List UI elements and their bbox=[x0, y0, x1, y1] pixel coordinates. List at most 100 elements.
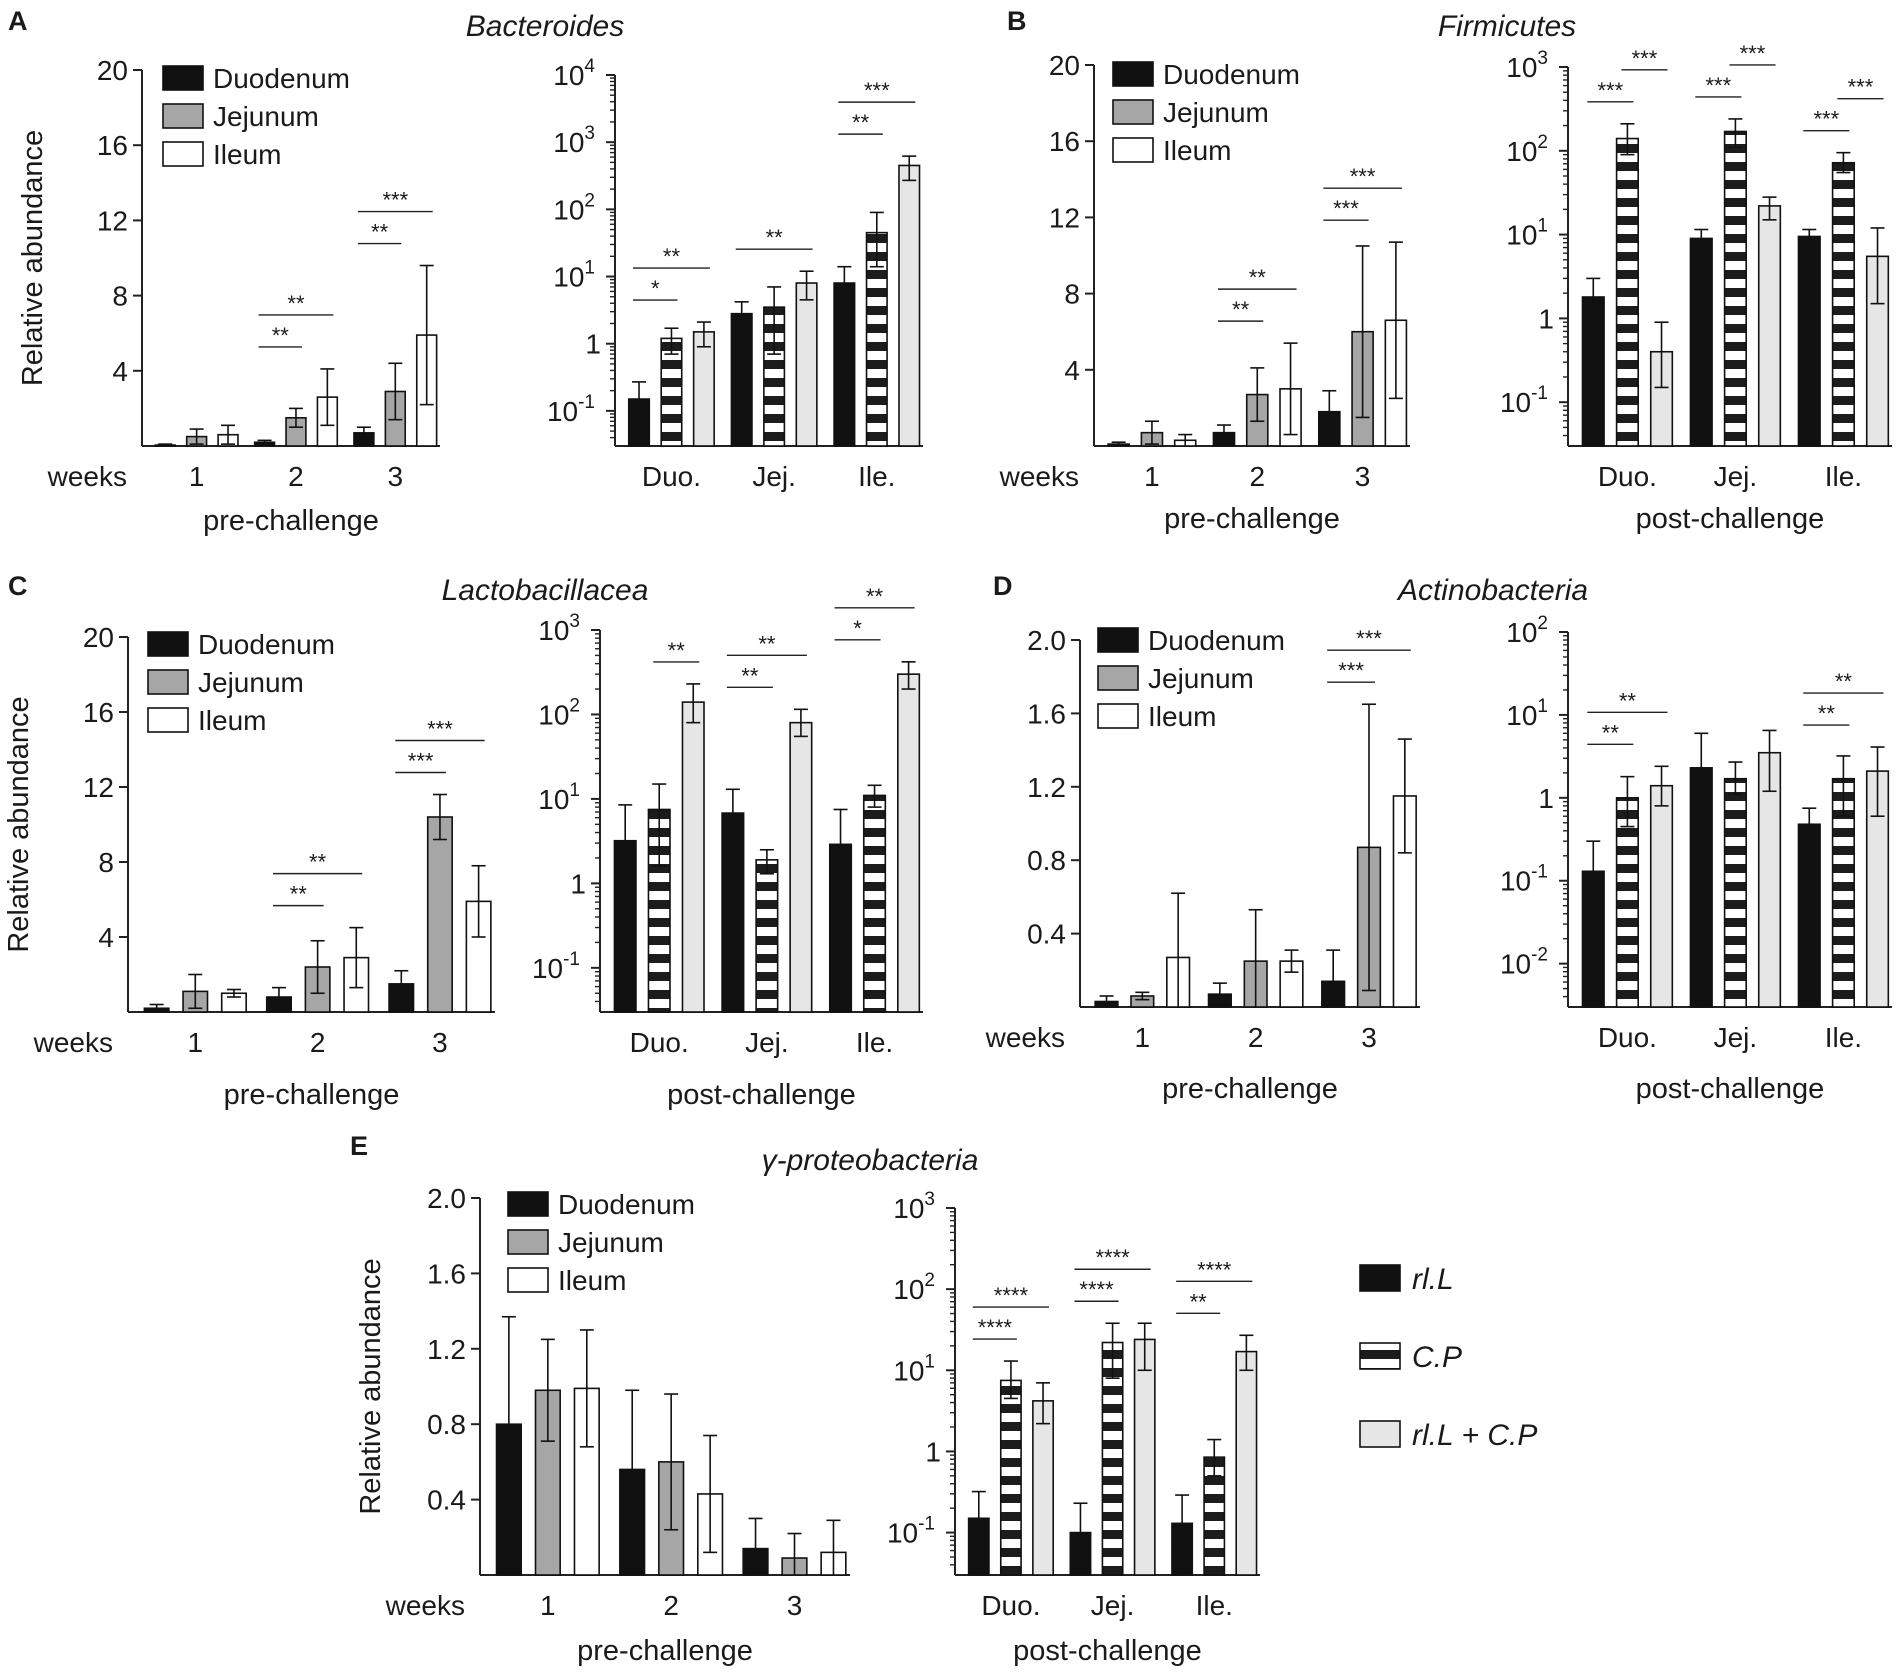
treatment-swatch-2 bbox=[1359, 1342, 1401, 1370]
significance-label: ** bbox=[272, 323, 290, 348]
x-prefix-label: weeks bbox=[999, 461, 1079, 492]
y-tick-label: 102 bbox=[1506, 132, 1548, 167]
treatment-swatch-1 bbox=[1359, 1264, 1401, 1292]
x-tick-label: 1 bbox=[540, 1590, 556, 1621]
bar-rl-l-c-p-duo bbox=[1649, 784, 1674, 1008]
significance-label: *** bbox=[1848, 75, 1874, 100]
y-tick-exponent: 2 bbox=[569, 695, 580, 716]
x-tick-label: 3 bbox=[432, 1027, 448, 1058]
y-tick-label: 16 bbox=[97, 130, 128, 161]
legend-label-jejunum: Jejunum bbox=[1148, 663, 1254, 694]
bar-c-p-jej bbox=[1723, 777, 1747, 1008]
x-prefix-label: weeks bbox=[985, 1022, 1065, 1053]
legend-swatch-jejunum bbox=[1112, 99, 1154, 125]
x-tick-label: Ile. bbox=[1825, 461, 1862, 492]
legend-label-duodenum: Duodenum bbox=[1163, 59, 1300, 90]
panel-letter: A bbox=[8, 6, 28, 36]
chart-e-1: 0.4 0.8 1.2 1.6 2.0 Relative abundance 1 2 3 week… bbox=[355, 1183, 850, 1667]
y-tick-label: 8 bbox=[1064, 279, 1080, 310]
bar-rl-l-jej bbox=[730, 312, 753, 447]
x-axis-label: pre-challenge bbox=[1164, 503, 1340, 535]
bar-c-p-duo bbox=[1615, 137, 1639, 447]
x-axis-label: pre-challenge bbox=[577, 1635, 753, 1667]
x-tick-label: Jej. bbox=[745, 1027, 789, 1058]
x-tick-label: 2 bbox=[1249, 461, 1265, 492]
significance-label: ** bbox=[852, 110, 870, 135]
significance-label: **** bbox=[1095, 1245, 1130, 1270]
significance-label: **** bbox=[994, 1283, 1029, 1308]
x-tick-label: Duo. bbox=[981, 1590, 1040, 1621]
x-tick-label: Ile. bbox=[858, 461, 895, 492]
x-tick-label: 1 bbox=[189, 461, 205, 492]
bar-rl-l-jej bbox=[1689, 237, 1713, 447]
x-prefix-label: weeks bbox=[33, 1027, 113, 1058]
segment-legend: Duodenum Jejunum Ileum bbox=[147, 629, 335, 736]
x-axis-label: post-challenge bbox=[1636, 503, 1825, 535]
panel-letter: E bbox=[350, 1131, 368, 1161]
segment-legend: Duodenum Jejunum Ileum bbox=[1097, 625, 1285, 732]
bar-rl-l-c-p-jej bbox=[789, 721, 813, 1013]
x-tick-label: 3 bbox=[388, 461, 404, 492]
y-tick-label: 16 bbox=[1049, 126, 1080, 157]
x-tick-label: 1 bbox=[1135, 1022, 1151, 1053]
legend-swatch-ileum bbox=[507, 1267, 549, 1293]
panel-letter: D bbox=[993, 571, 1013, 601]
x-tick-label: Jej. bbox=[1091, 1590, 1135, 1621]
y-tick-label: 10-2 bbox=[1500, 945, 1548, 980]
legend-label-duodenum: Duodenum bbox=[558, 1189, 695, 1220]
significance-label: *** bbox=[1338, 658, 1364, 683]
panel-letter: B bbox=[1007, 6, 1027, 36]
bar-c-p-ile bbox=[1831, 161, 1855, 447]
segment-legend: Duodenum Jejunum Ileum bbox=[1112, 59, 1300, 166]
significance-label: ** bbox=[741, 663, 759, 688]
panel-d: D Actinobacteria 0.4 0.8 1.2 1.6 2.0 1 2 3 weeks pr… bbox=[985, 571, 1892, 1105]
y-tick-exponent: 3 bbox=[569, 611, 580, 632]
significance-label: *** bbox=[1632, 46, 1658, 71]
bar-jejunum-3 bbox=[426, 816, 453, 1013]
x-axis-label: post-challenge bbox=[667, 1079, 856, 1111]
legend-label-duodenum: Duodenum bbox=[198, 629, 335, 660]
legend-swatch-ileum bbox=[1097, 703, 1139, 729]
y-tick-exponent: 1 bbox=[1537, 216, 1548, 237]
legend-swatch-jejunum bbox=[162, 103, 204, 129]
y-tick-label: 1.2 bbox=[1027, 772, 1066, 803]
significance-label: ** bbox=[758, 631, 776, 656]
panel-title: Actinobacteria bbox=[1396, 574, 1588, 607]
x-tick-label: 2 bbox=[288, 461, 304, 492]
x-tick-label: Jej. bbox=[1714, 461, 1758, 492]
bar-rl-l-ile bbox=[833, 282, 856, 447]
legend-swatch-duodenum bbox=[1112, 61, 1154, 87]
treatment-label-3: rl.L + C.P bbox=[1412, 1419, 1537, 1452]
significance-label: ** bbox=[1232, 297, 1250, 322]
significance-label: ** bbox=[766, 225, 784, 250]
y-tick-exponent: 1 bbox=[1537, 696, 1548, 717]
y-tick-label: 101 bbox=[538, 780, 580, 815]
y-tick-label: 4 bbox=[112, 356, 128, 387]
x-tick-label: 2 bbox=[663, 1590, 679, 1621]
y-tick-label: 101 bbox=[1506, 696, 1548, 731]
significance-label: ** bbox=[663, 244, 681, 269]
x-tick-label: Jej. bbox=[752, 461, 796, 492]
significance-label: *** bbox=[408, 749, 434, 774]
x-tick-label: 3 bbox=[787, 1590, 803, 1621]
y-tick-label: 1.6 bbox=[427, 1258, 466, 1289]
significance-label: ** bbox=[287, 291, 305, 316]
y-tick-label: 101 bbox=[553, 258, 595, 293]
significance-label: ** bbox=[309, 850, 327, 875]
y-tick-label: 20 bbox=[97, 55, 128, 86]
significance-label: **** bbox=[1197, 1257, 1232, 1282]
significance-label: *** bbox=[1333, 196, 1359, 221]
x-tick-label: Duo. bbox=[1598, 1022, 1657, 1053]
significance-label: **** bbox=[1079, 1277, 1114, 1302]
y-tick-label: 2.0 bbox=[1027, 625, 1066, 656]
legend-label-duodenum: Duodenum bbox=[1148, 625, 1285, 656]
legend-swatch-jejunum bbox=[507, 1229, 549, 1255]
y-tick-exponent: 2 bbox=[924, 1270, 935, 1291]
y-tick-label: 0.8 bbox=[1027, 845, 1066, 876]
